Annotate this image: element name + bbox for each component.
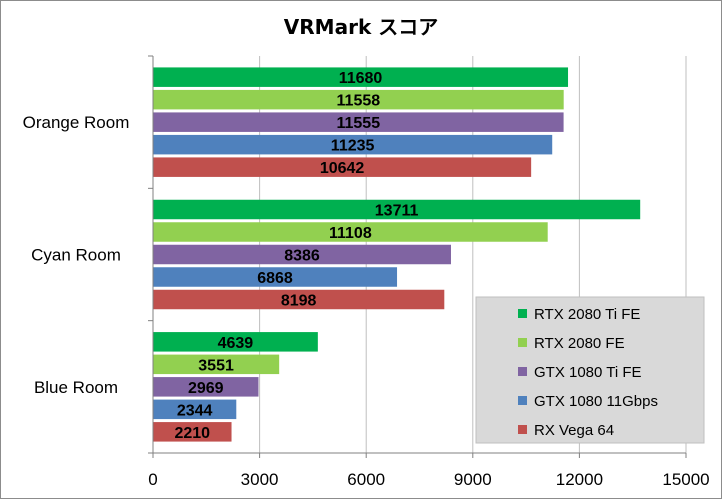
data-label: 10642 <box>320 160 365 177</box>
x-tick-label: 6000 <box>347 470 385 489</box>
x-tick-label: 9000 <box>454 470 492 489</box>
bar <box>153 222 548 242</box>
legend-swatch <box>518 367 527 376</box>
bar <box>153 332 318 352</box>
data-label: 4639 <box>218 335 254 352</box>
legend-swatch <box>518 396 527 405</box>
bar <box>153 244 451 265</box>
x-tick-label: 12000 <box>556 470 603 489</box>
data-label: 11235 <box>331 138 375 155</box>
legend-swatch <box>518 425 527 434</box>
category-label: Cyan Room <box>31 246 121 265</box>
legend-swatch <box>518 338 527 347</box>
legend-label: GTX 1080 Ti FE <box>534 364 642 381</box>
data-label: 11555 <box>336 115 380 132</box>
bar <box>153 289 445 310</box>
data-label: 2210 <box>174 425 210 442</box>
data-label: 8198 <box>281 293 317 310</box>
bar <box>153 112 564 132</box>
bar <box>153 354 280 375</box>
bar <box>153 157 532 177</box>
bar <box>153 134 553 155</box>
x-tick-label: 0 <box>148 470 157 489</box>
bar <box>153 377 259 397</box>
x-tick-label: 15000 <box>662 470 709 489</box>
legend-box <box>475 296 705 444</box>
bar <box>153 199 641 220</box>
data-label: 13711 <box>375 203 419 220</box>
data-label: 11108 <box>329 225 372 242</box>
x-tick-label: 3000 <box>241 470 279 489</box>
data-label: 8386 <box>284 248 320 265</box>
data-label: 6868 <box>257 270 293 287</box>
chart-title: VRMark スコア <box>284 15 438 39</box>
bar <box>153 422 232 442</box>
category-label: Orange Room <box>23 113 130 132</box>
bar <box>153 267 398 287</box>
legend-swatch <box>518 309 527 318</box>
bar <box>153 399 237 420</box>
legend-label: RTX 2080 Ti FE <box>534 306 640 323</box>
category-label: Blue Room <box>34 378 118 397</box>
bar <box>153 89 564 110</box>
data-label: 2969 <box>188 380 224 397</box>
bar <box>153 67 569 87</box>
legend-label: GTX 1080 11Gbps <box>534 393 658 410</box>
data-label: 11680 <box>339 70 383 87</box>
data-label: 2344 <box>177 402 213 419</box>
data-label: 11558 <box>337 93 381 110</box>
data-label: 3551 <box>198 357 234 374</box>
legend-label: RTX 2080 FE <box>534 335 625 352</box>
legend-label: RX Vega 64 <box>534 422 614 439</box>
